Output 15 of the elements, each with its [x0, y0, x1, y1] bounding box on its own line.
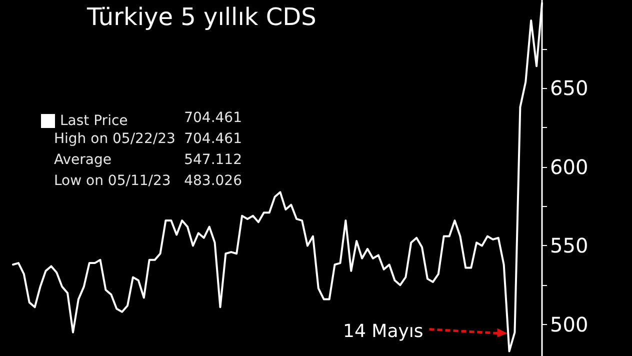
- annotation: 483.026: [184, 173, 242, 189]
- annotation: 704.461: [184, 110, 242, 126]
- legend-label: Last Price: [60, 113, 128, 129]
- annotation: High on 05/22/23: [54, 131, 176, 147]
- y-tick-label: 600: [550, 154, 588, 179]
- annotation: 14 Mayıs: [343, 320, 424, 342]
- chart-title: Türkiye 5 yıllık CDS: [86, 3, 316, 31]
- annotation: Average: [54, 152, 112, 168]
- annotation: Low on 05/11/23: [54, 173, 171, 189]
- y-tick-label: 500: [550, 312, 588, 336]
- annotation: 704.461: [184, 131, 242, 147]
- y-tick-label: 650: [550, 76, 588, 100]
- y-tick-label: 550: [550, 234, 588, 258]
- annotation: 547.112: [184, 152, 242, 168]
- line-series: [12, 2, 543, 352]
